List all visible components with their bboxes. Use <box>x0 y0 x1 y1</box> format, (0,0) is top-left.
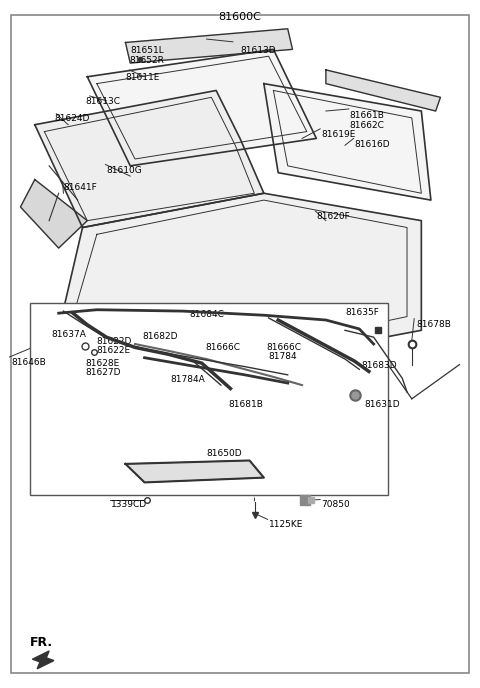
FancyBboxPatch shape <box>11 15 469 673</box>
Text: 81666C: 81666C <box>205 343 240 352</box>
Text: 81681B: 81681B <box>228 400 263 409</box>
Text: 1339CD: 1339CD <box>111 500 147 509</box>
Polygon shape <box>326 70 441 111</box>
Text: 81784A: 81784A <box>171 375 205 384</box>
Polygon shape <box>264 84 431 200</box>
Text: 81666C: 81666C <box>266 343 301 352</box>
Text: FR.: FR. <box>30 636 53 649</box>
Text: 81616D: 81616D <box>355 140 390 149</box>
Polygon shape <box>59 193 421 365</box>
Polygon shape <box>125 29 292 63</box>
Text: 81631D: 81631D <box>364 400 400 409</box>
Text: 81641F: 81641F <box>63 183 97 192</box>
Text: 81662C: 81662C <box>350 121 384 130</box>
Polygon shape <box>35 90 264 228</box>
Polygon shape <box>125 460 264 482</box>
Text: 81652R: 81652R <box>130 56 164 65</box>
Text: 81628E: 81628E <box>85 359 119 368</box>
Text: 81619E: 81619E <box>321 130 356 139</box>
Text: 81661B: 81661B <box>350 111 384 120</box>
Text: 81784: 81784 <box>269 352 297 361</box>
Text: 81682D: 81682D <box>142 332 178 341</box>
Text: 81651L: 81651L <box>130 46 164 55</box>
Text: 81650D: 81650D <box>206 449 242 458</box>
Text: 81684C: 81684C <box>189 310 224 319</box>
Text: 81646B: 81646B <box>11 358 46 367</box>
Text: 81627D: 81627D <box>85 368 120 377</box>
Text: 81624D: 81624D <box>54 114 89 123</box>
Text: 81620F: 81620F <box>316 213 350 222</box>
Polygon shape <box>87 50 316 166</box>
FancyBboxPatch shape <box>30 303 388 495</box>
Polygon shape <box>33 651 54 669</box>
Text: 81622E: 81622E <box>97 346 131 355</box>
Text: 81678B: 81678B <box>417 320 452 329</box>
Text: 81613D: 81613D <box>240 46 276 55</box>
Text: 81600C: 81600C <box>218 12 262 21</box>
Text: 81610G: 81610G <box>107 166 142 175</box>
Polygon shape <box>21 180 87 248</box>
Text: 81622D: 81622D <box>97 337 132 346</box>
Text: 70850: 70850 <box>321 500 350 509</box>
Text: 81613C: 81613C <box>85 97 120 107</box>
Text: 81637A: 81637A <box>51 330 86 339</box>
Text: 81683D: 81683D <box>362 361 397 370</box>
Text: 81635F: 81635F <box>345 308 379 317</box>
Text: 81611E: 81611E <box>125 74 160 83</box>
Text: 1125KE: 1125KE <box>269 520 303 529</box>
